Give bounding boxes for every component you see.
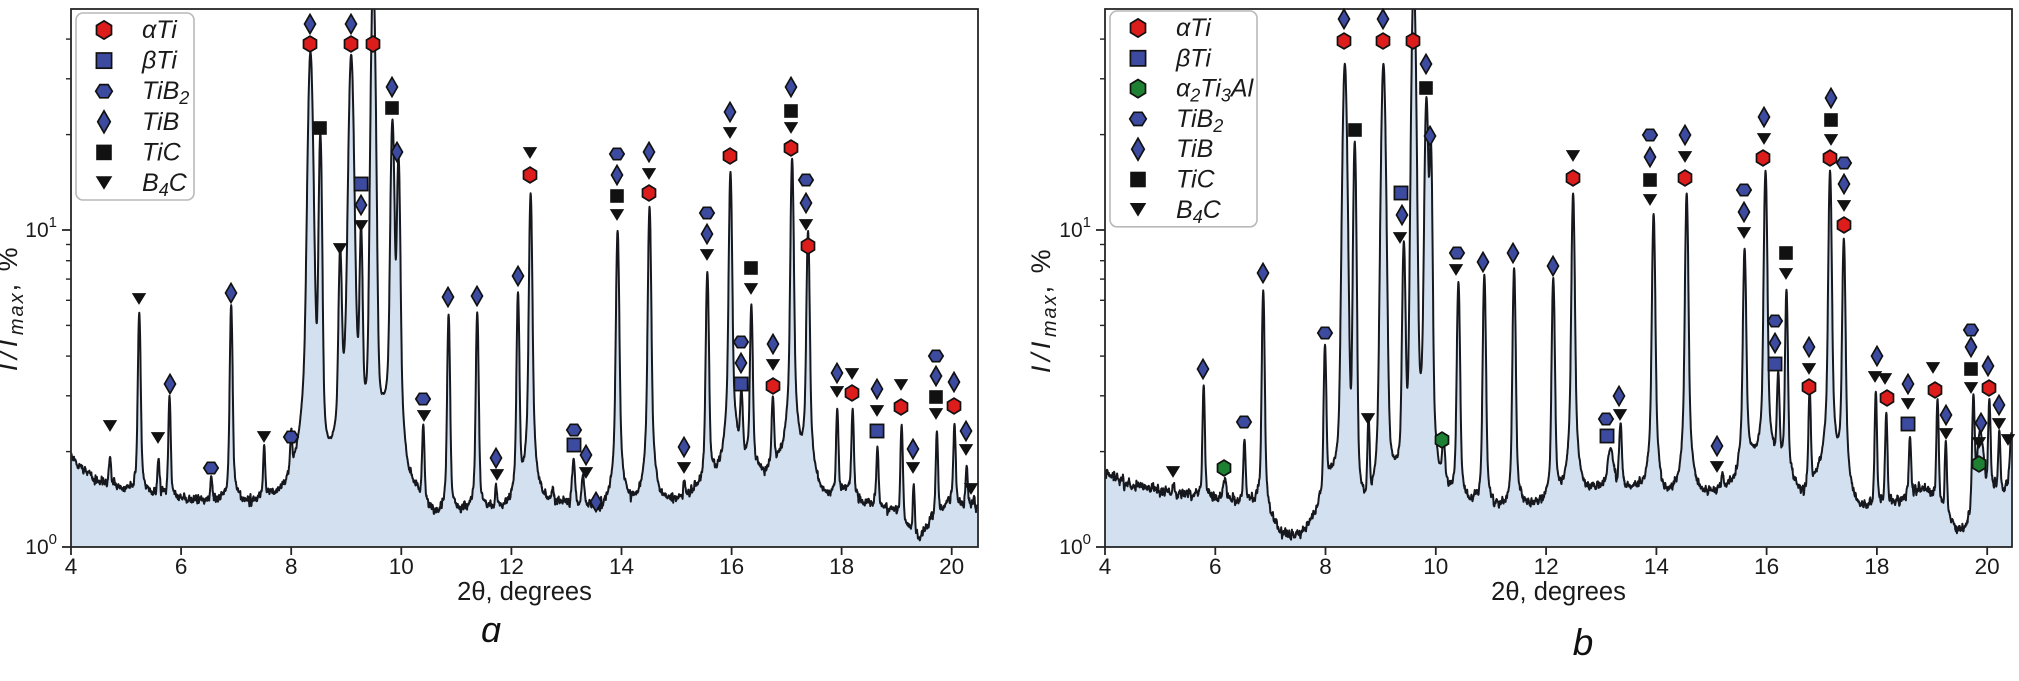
svg-text:8: 8 bbox=[285, 554, 298, 579]
svg-text:12: 12 bbox=[499, 554, 524, 579]
svg-text:αTi: αTi bbox=[1176, 14, 1212, 42]
svg-text:6: 6 bbox=[1209, 554, 1222, 579]
svg-text:20: 20 bbox=[939, 554, 964, 579]
svg-text:α2Ti3Al: α2Ti3Al bbox=[1176, 75, 1255, 106]
svg-text:6: 6 bbox=[175, 554, 188, 579]
svg-text:16: 16 bbox=[719, 554, 744, 579]
svg-text:14: 14 bbox=[609, 554, 634, 579]
svg-text:100: 100 bbox=[25, 531, 57, 559]
svg-text:14: 14 bbox=[1644, 554, 1669, 579]
svg-text:4: 4 bbox=[65, 554, 78, 579]
svg-text:12: 12 bbox=[1534, 554, 1559, 579]
svg-text:I/Imax, %: I/Imax, % bbox=[1026, 247, 1061, 373]
svg-text:20: 20 bbox=[1975, 554, 2000, 579]
svg-text:TiB: TiB bbox=[1176, 135, 1213, 163]
svg-text:10: 10 bbox=[1423, 554, 1448, 579]
svg-text:βTi: βTi bbox=[141, 47, 178, 75]
svg-text:ɑ: ɑ bbox=[481, 609, 501, 650]
svg-text:αTi: αTi bbox=[142, 16, 178, 44]
svg-text:10: 10 bbox=[389, 554, 414, 579]
svg-text:TiB: TiB bbox=[142, 108, 179, 136]
svg-text:18: 18 bbox=[829, 554, 854, 579]
svg-text:2θ, degrees: 2θ, degrees bbox=[1491, 578, 1626, 606]
svg-text:18: 18 bbox=[1864, 554, 1889, 579]
svg-text:TiC: TiC bbox=[1176, 166, 1216, 194]
svg-text:16: 16 bbox=[1754, 554, 1779, 579]
svg-text:b: b bbox=[1573, 622, 1594, 663]
svg-text:2θ, degrees: 2θ, degrees bbox=[457, 578, 592, 606]
svg-text:4: 4 bbox=[1099, 554, 1112, 579]
svg-text:βTi: βTi bbox=[1175, 44, 1212, 72]
svg-text:8: 8 bbox=[1319, 554, 1332, 579]
svg-text:TiC: TiC bbox=[142, 138, 182, 166]
